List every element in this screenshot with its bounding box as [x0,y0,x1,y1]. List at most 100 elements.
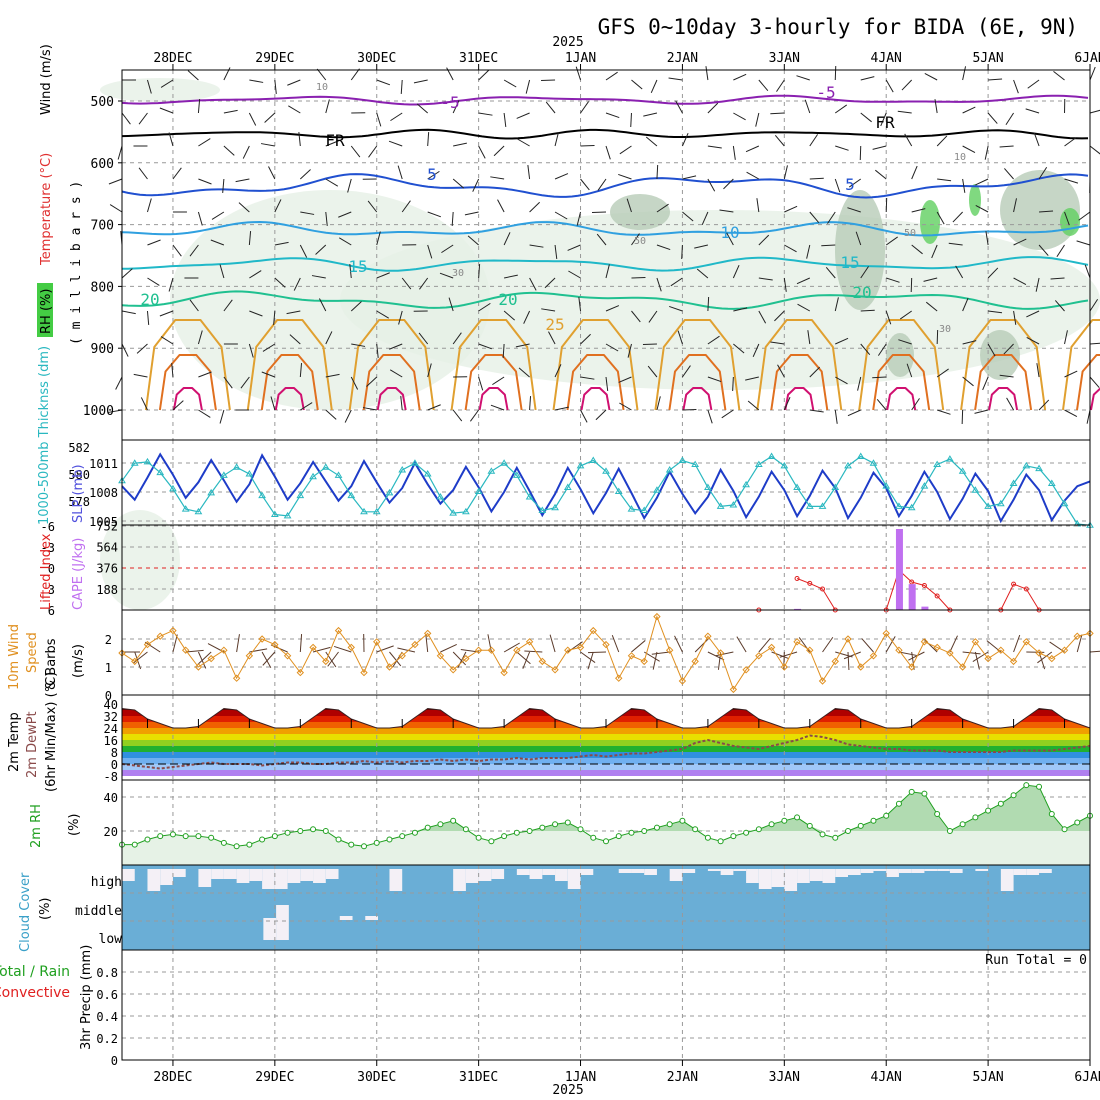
high-cloud-gap [389,869,403,891]
ylabel-precip-1: Total / Rain [0,964,70,980]
wind-speed-point [360,668,368,677]
wind-barb [325,331,333,345]
wind-barb [758,277,773,281]
wind-barb [911,208,926,213]
high-cloud-gap [172,869,186,877]
wind-speed-point [1060,646,1069,654]
rh-contour-label: 30 [939,324,951,335]
wind-barb [503,232,511,246]
rh-point [730,833,737,840]
li-point [807,580,813,586]
wind-barb [630,112,632,128]
wind-barb [121,343,129,357]
thickness-point [653,486,661,493]
wind-barb [656,244,671,251]
wind-barb [861,638,874,653]
thickness-point [767,452,776,459]
wind-barb [160,79,174,88]
rh-point [322,828,329,834]
thickness-point [143,457,152,465]
wind-barb [400,79,403,95]
isotherm-35 [376,387,407,411]
wind-barb [515,343,530,348]
wind-barb [1076,240,1091,246]
thickness-series-line [121,455,1091,526]
bottom-date-label: 4JAN [871,1070,902,1085]
li-tick: 6 [48,604,55,618]
thickness-tick: 580 [68,468,90,482]
wind-barb [299,634,303,653]
wind-barb [911,165,918,180]
wind-barb [548,331,556,345]
wind-barb [784,205,798,213]
thickness-point [716,502,725,509]
wind-barb [121,112,131,125]
rh-point [832,834,839,841]
wind-speed-point [513,646,521,654]
wind-barb [492,376,505,386]
top-year-label: 2025 [552,35,583,50]
wind-barb [185,649,204,653]
wind-barb [554,364,562,378]
ylabel-temp-1: 2m Temp [7,712,22,772]
thickness-point [525,492,534,500]
wind-speed-point [704,632,712,640]
wind-barb [1005,112,1014,126]
wind-barb [529,244,544,248]
wind-barb [350,376,359,390]
wind-barb [504,274,518,279]
wind-speed-point [271,640,279,649]
wind-barb [999,145,1014,148]
wind-barb [651,651,670,655]
cloud-axis: high middle low [75,875,122,947]
wind-barb [413,79,428,84]
rh-point [335,836,342,843]
wind-barb [707,376,722,383]
pressure-tick: 900 [91,342,114,357]
wind-barb [847,651,850,671]
wind-barb [1013,79,1019,94]
rh-point [539,824,546,831]
wind-barb [656,164,659,180]
isotherm-25 [552,319,639,411]
wind-barb [972,651,989,662]
thickness-point [665,465,674,473]
wind-barb [416,103,429,114]
wind-barb [911,244,923,255]
wind-barb [745,376,759,381]
wind-barb [138,167,148,180]
isotherm-label: -5 [440,93,459,112]
isotherm-35 [784,387,815,411]
rh-point [857,822,864,829]
wind-barb [984,145,989,160]
thickness-point [220,471,228,478]
wind-barb [197,651,212,665]
wind-barb [774,134,785,147]
rh-point [513,829,520,836]
wind-barb [827,211,836,224]
wind-barb [880,112,887,127]
wind-barb [376,231,381,246]
wind-barb [261,651,272,668]
rh-point [985,807,992,814]
rh-point [526,828,533,834]
rh-point [450,817,457,824]
wind-barb [619,145,632,155]
wind-barb [1013,277,1027,286]
ylabel-temp-2: 2m DewPt [25,711,40,778]
wind-barb [223,299,233,312]
thickness-point [232,463,241,470]
high-cloud-gap [160,869,173,885]
isotherm-label: 15 [348,257,367,276]
wind-speed-point [691,657,699,666]
temp-band [122,770,1090,776]
high-cloud-gap [1013,869,1027,875]
wind-barb [472,178,480,192]
isotherm-35 [886,387,917,411]
wind-barb [777,364,785,378]
slp-tick: 1008 [89,486,118,500]
wind-barb [923,639,938,653]
panel-frame [121,439,1091,526]
thickness-point [283,511,292,519]
li-tick: -6 [41,520,55,534]
